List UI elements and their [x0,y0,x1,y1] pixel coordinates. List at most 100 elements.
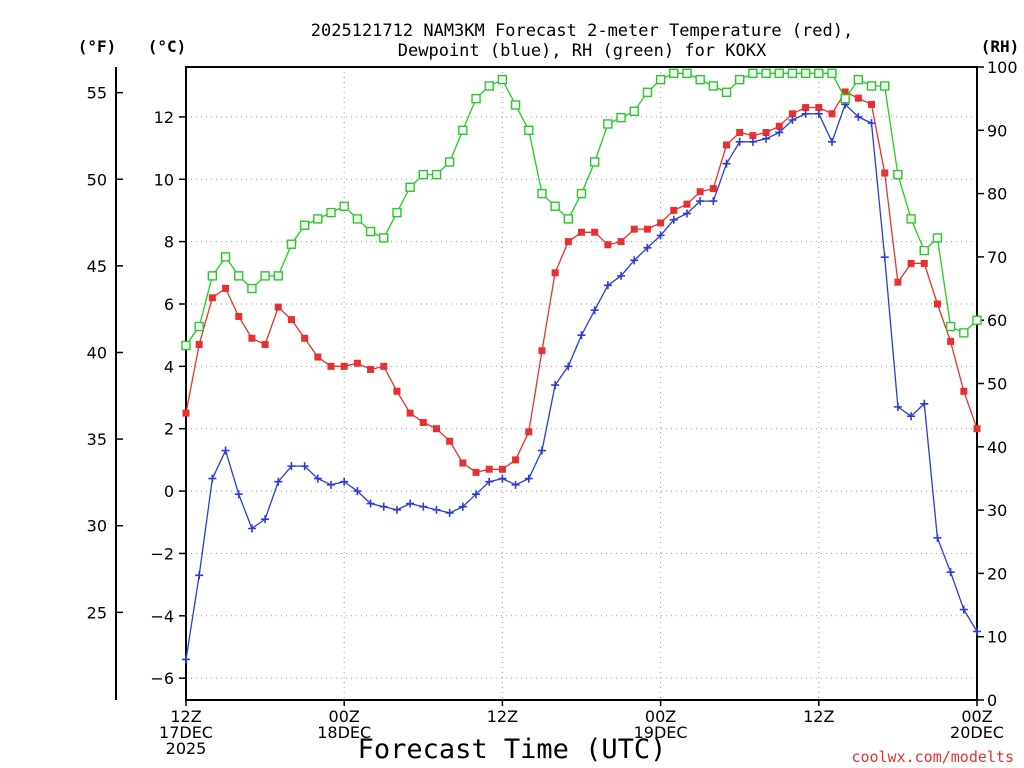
temperature-point [274,303,282,311]
dewpoint-point [287,462,296,471]
rh-tick-label: 0 [987,691,997,710]
series-dewpoint [182,100,981,664]
fahrenheit-tick-label: 30 [87,517,107,536]
temperature-point [933,300,941,308]
dewpoint-point [669,215,678,224]
time-tick-label: 12Z [803,707,834,726]
temperature-point [881,169,889,177]
rh-point [642,87,653,98]
dewpoint-point [313,474,322,483]
temperature-point [459,459,467,467]
temperature-point [868,100,876,108]
dewpoint-point [946,568,955,577]
dewpoint-point [274,477,283,486]
time-tick-label-line: 18DEC [317,723,371,742]
fahrenheit-tick-label: 55 [87,84,107,103]
rh-point [550,201,560,211]
temperature-point [920,259,928,267]
dewpoint-point [959,605,968,614]
rh-point [906,214,916,224]
rh-point [919,245,929,256]
dewpoint-point [221,446,230,455]
celsius-tick-label: 2 [164,420,174,439]
celsius-tick-label: 0 [164,482,174,501]
rh-point [181,340,191,351]
series-line-2-meter-temperature [185,91,978,474]
temperature-point [604,241,612,249]
rh-point [220,252,231,262]
dewpoint-point [366,499,375,508]
rh-point [194,321,204,332]
temperature-point [564,238,572,246]
fahrenheit-tick-label: 45 [87,257,107,276]
rh-tick-label: 100 [987,58,1018,77]
chart-title-line2: Dewpoint (blue), RH (green) for KOKX [398,41,767,61]
dewpoint-point [617,271,626,280]
temperature-point [657,219,665,227]
rh-point [418,169,428,180]
rh-point [655,74,666,85]
rh-tick-label: 50 [987,375,1007,394]
dewpoint-point [827,137,836,146]
rh-point [431,169,442,180]
dewpoint-point [182,655,190,664]
rh-point [484,81,494,91]
rh-point [392,207,402,218]
rh-point [682,68,692,79]
dewpoint-point [893,402,902,411]
temperature-point [723,141,731,149]
dewpoint-point [577,331,586,340]
rh-point [352,214,363,224]
celsius-tick-label: −2 [150,544,174,563]
dewpoint-point [195,571,204,580]
rh-point [945,321,956,332]
temperature-point [208,294,216,302]
rh-point [589,157,600,167]
temperature-point [432,425,440,433]
rh-tick-label: 60 [987,311,1007,330]
dewpoint-point [696,197,705,206]
rh-point [207,271,218,281]
dewpoint-point [854,112,863,121]
temperature-point [182,409,190,417]
time-tick-label-line: 00Z [645,707,676,726]
rh-point [814,68,824,79]
rh-point [932,233,943,243]
temperature-point [261,341,269,349]
temperature-point [538,347,546,355]
dewpoint-point [656,231,665,240]
temperature-point [248,334,256,342]
rh-point [444,157,455,167]
temperature-point [380,362,388,370]
rh-point [880,81,890,91]
temperature-point [894,278,902,286]
temperature-point [235,312,243,320]
dewpoint-point [485,477,494,486]
chart-title-line1: 2025121712 NAM3KM Forecast 2-meter Tempe… [311,21,853,41]
rh-point [708,81,719,91]
rh-point [853,74,864,85]
rh-point [365,226,376,237]
rh-point [405,182,415,192]
fahrenheit-tick-label: 35 [87,430,107,449]
rh-point [510,100,521,110]
rh-point [972,315,982,325]
dewpoint-point [603,281,612,290]
temperature-point [353,359,361,367]
rh-point [774,68,784,79]
time-tick-label: 00Z 20DEC [950,707,1004,742]
series-layer [181,68,982,664]
dewpoint-point [735,137,744,146]
dewpoint-point [234,490,243,499]
rh-point [761,68,771,79]
temperature-point [512,456,520,464]
temperature-point [287,316,295,324]
dewpoint-point [432,505,441,514]
temperature-point [419,418,427,426]
celsius-unit-label: (°C) [148,37,187,56]
rh-point [471,93,481,104]
dewpoint-point [392,505,401,514]
dewpoint-point [511,480,520,489]
dewpoint-point [880,253,889,262]
